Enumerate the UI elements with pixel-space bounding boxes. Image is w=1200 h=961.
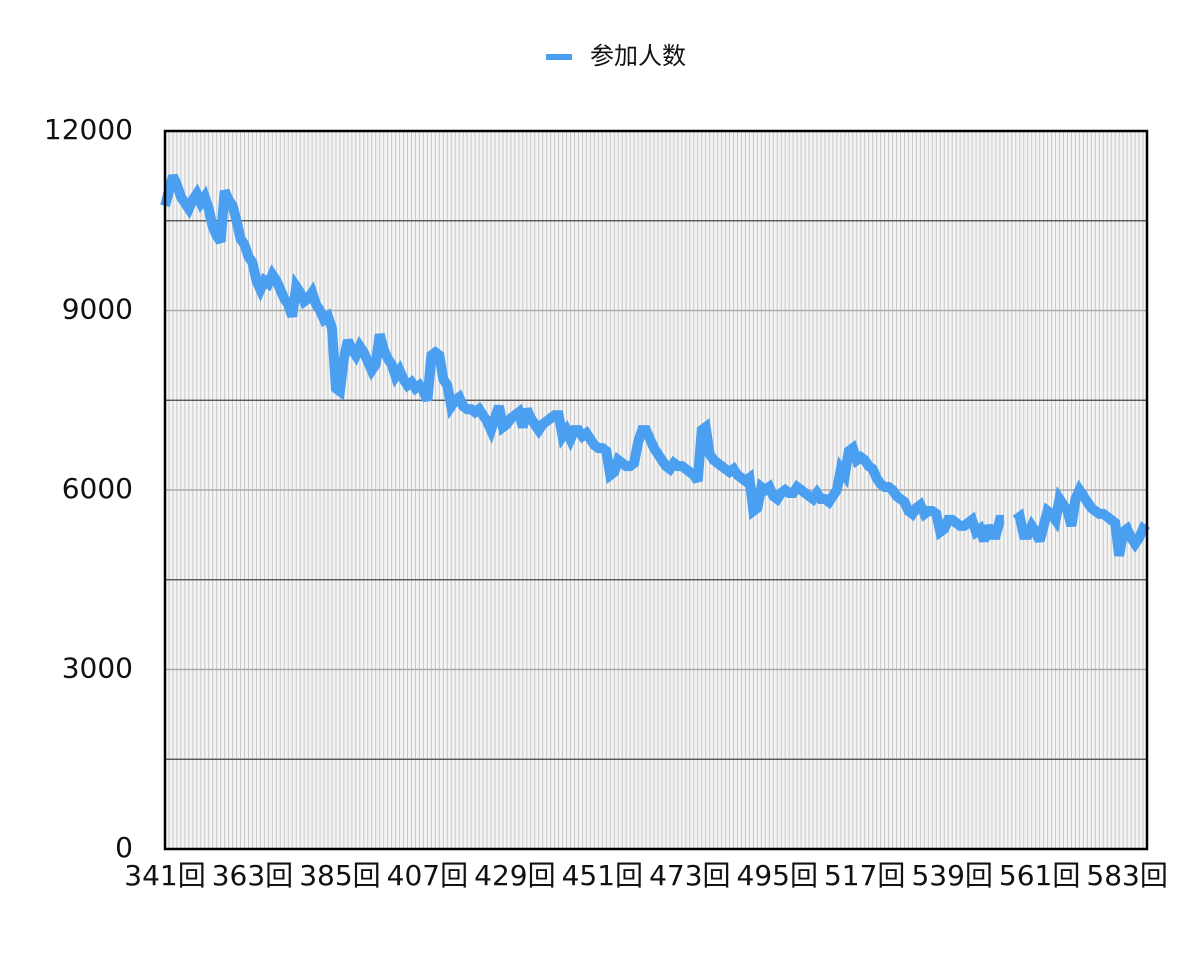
x-tick-label: 561回: [999, 859, 1080, 892]
x-tick-label: 407回: [387, 859, 468, 892]
x-tick-label: 451回: [562, 859, 643, 892]
y-tick-label: 9000: [62, 293, 133, 326]
y-tick-label: 6000: [62, 472, 133, 505]
x-tick-label: 539回: [911, 859, 992, 892]
x-tick-label: 517回: [824, 859, 905, 892]
plot-frame: [163, 129, 1149, 851]
x-tick-label: 583回: [1086, 859, 1167, 892]
x-tick-label: 385回: [299, 859, 380, 892]
x-tick-label: 473回: [649, 859, 730, 892]
y-tick-label: 0: [115, 831, 133, 864]
x-tick-label: 495回: [737, 859, 818, 892]
data-line: [160, 173, 1005, 543]
x-tick-label: 429回: [474, 859, 555, 892]
x-tick-label: 341回: [124, 859, 205, 892]
data-line: [1012, 479, 1151, 557]
y-tick-label: 3000: [62, 652, 133, 685]
legend: 参加人数: [546, 42, 686, 70]
x-tick-label: 363回: [212, 859, 293, 892]
legend-label: 参加人数: [590, 42, 686, 70]
y-tick-label: 12000: [44, 113, 133, 146]
